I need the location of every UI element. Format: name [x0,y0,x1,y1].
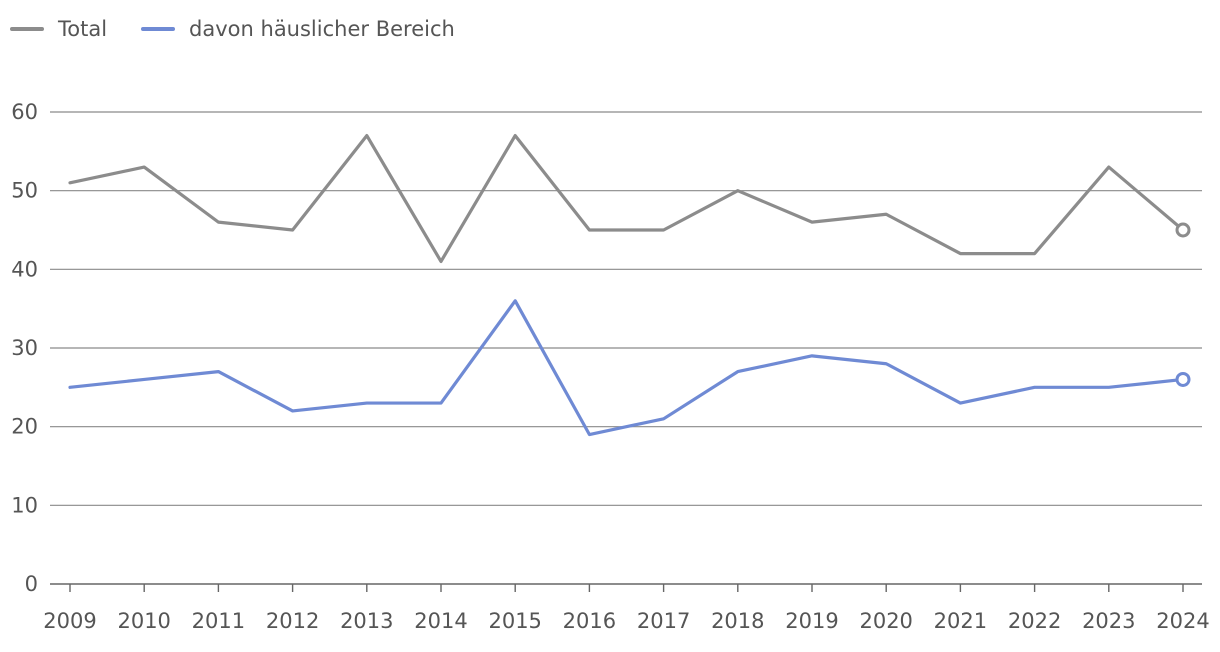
legend-item-domestic[interactable]: davon häuslicher Bereich [141,17,455,41]
y-tick-label-50: 50 [11,179,38,203]
x-tick-label-2021: 2021 [934,609,987,633]
x-tick-label-2010: 2010 [117,609,170,633]
data-point-1-2024 [1175,371,1191,387]
x-tick-label-2024: 2024 [1156,609,1209,633]
x-tick-label-2014: 2014 [414,609,467,633]
x-tick-label-2019: 2019 [785,609,838,633]
x-tick-label-2020: 2020 [859,609,912,633]
y-tick-label-20: 20 [11,415,38,439]
legend-label-total: Total [58,17,108,41]
chart-legend: Total davon häuslicher Bereich [10,14,455,44]
y-tick-label-40: 40 [11,257,38,281]
y-tick-label-60: 60 [11,100,38,124]
legend-swatch-domestic [141,27,176,31]
series-line-0 [68,134,1185,264]
series-line-1 [68,299,1185,437]
legend-swatch-total [10,27,44,31]
x-tick-label-2009: 2009 [43,609,96,633]
x-tick-label-2016: 2016 [563,609,616,633]
legend-item-total[interactable]: Total [10,17,107,41]
x-tick-label-2018: 2018 [711,609,764,633]
legend-label-domestic: davon häuslicher Bereich [189,17,455,41]
x-tick-label-2023: 2023 [1082,609,1135,633]
x-tick-label-2013: 2013 [340,609,393,633]
x-tick-label-2012: 2012 [266,609,319,633]
x-tick-label-2017: 2017 [637,609,690,633]
data-point-0-2024 [1175,222,1191,238]
x-tick-label-2011: 2011 [192,609,245,633]
x-tick-label-2015: 2015 [488,609,541,633]
y-tick-label-10: 10 [11,493,38,517]
y-tick-label-30: 30 [11,336,38,360]
y-tick-label-0: 0 [25,572,38,596]
x-tick-label-2022: 2022 [1008,609,1061,633]
